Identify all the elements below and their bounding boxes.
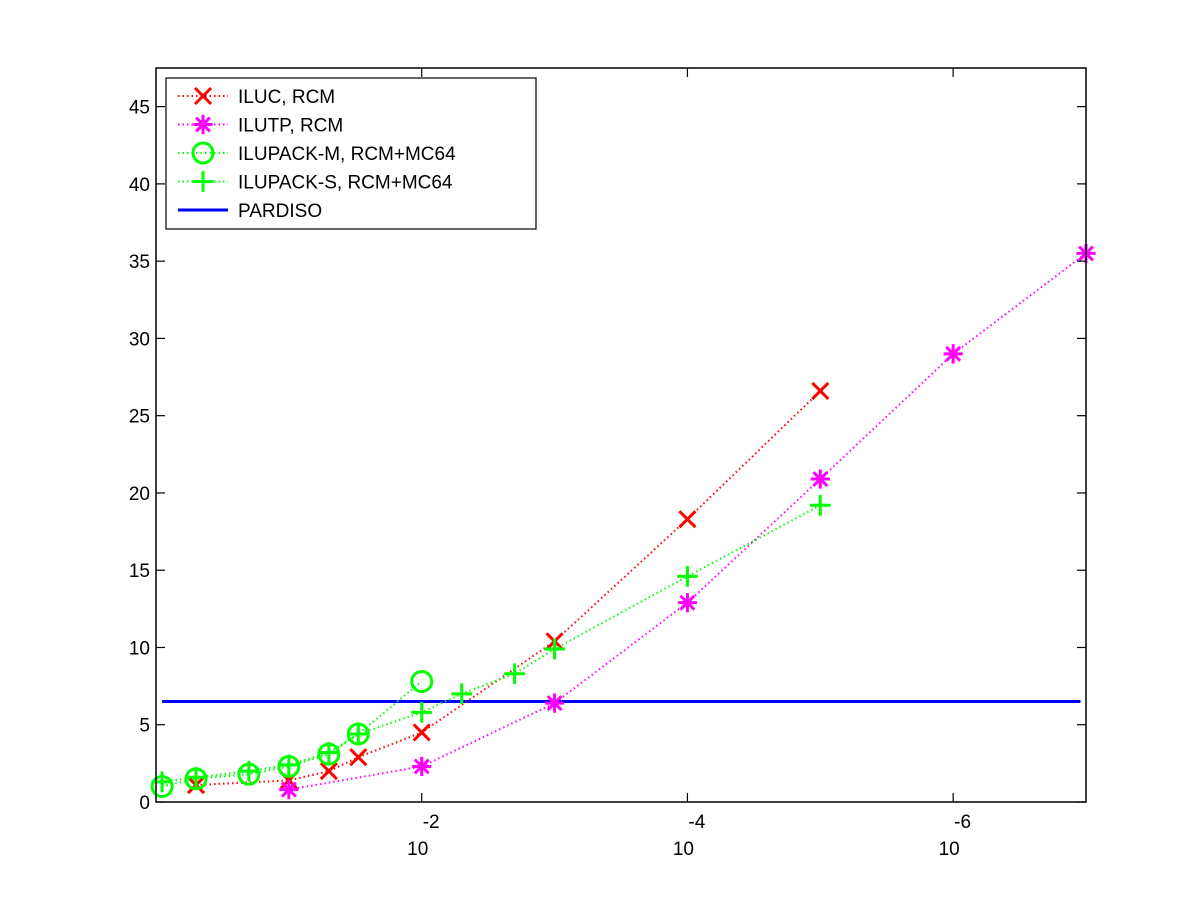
data-point (319, 762, 338, 781)
y-tick-label: 15 (129, 561, 150, 582)
data-point (811, 381, 830, 401)
y-tick-label: 20 (129, 484, 150, 505)
ticks-layer: 0 5 10 15 20 25 30 35 40 45 10 -2 10 -4 10 -6 (129, 68, 1086, 860)
legend-label: ILUPACK-S, RCM+MC64 (238, 173, 453, 194)
series-4 (151, 494, 831, 793)
y-tick-label: 25 (129, 407, 150, 428)
data-point (151, 771, 173, 793)
y-tick-label: 5 (139, 716, 150, 737)
data-point (504, 663, 525, 685)
data-point (544, 693, 565, 713)
legend-label: ILUTP, RCM (238, 116, 343, 137)
data-point (349, 748, 368, 767)
legend-swatch-marker (192, 171, 214, 192)
legend: ILUC, RCM ILUTP, RCM ILUPACK-M, RCM+MC64 IL… (165, 77, 537, 230)
data-point (238, 760, 260, 782)
series-line (195, 390, 821, 786)
legend-swatch-marker (191, 141, 215, 165)
legend-entry: ILUTP, RCM (178, 114, 343, 137)
data-point (412, 756, 432, 777)
data-point (412, 723, 431, 742)
y-tick-label: 10 (129, 638, 150, 659)
y-tick-label: 0 (139, 793, 150, 814)
data-point (809, 494, 831, 516)
y-tick-label: 40 (129, 175, 150, 196)
x-tick-label-exponent: -4 (688, 812, 705, 833)
legend-swatch-marker (193, 114, 213, 135)
plot-frame (155, 67, 1087, 803)
data-point (678, 510, 697, 529)
series-1 (186, 381, 830, 795)
data-point (279, 780, 299, 800)
legend-entry: PARDISO (178, 201, 322, 222)
y-tick-label: 30 (129, 329, 150, 350)
y-tick-label: 35 (129, 252, 150, 273)
data-point (411, 701, 433, 723)
data-point (318, 742, 340, 763)
data-point (278, 754, 300, 776)
legend-entry: ILUPACK-M, RCM+MC64 (178, 141, 456, 165)
legend-label: ILUPACK-M, RCM+MC64 (238, 144, 456, 165)
data-point (185, 766, 207, 788)
legend-entry: ILUPACK-S, RCM+MC64 (178, 171, 453, 194)
data-point (810, 469, 830, 489)
x-tick-label-base: 10 (407, 839, 428, 860)
x-tick-label-base: 10 (939, 839, 960, 860)
legend-swatch-marker (193, 86, 213, 106)
data-point (677, 593, 698, 613)
data-point (943, 344, 963, 364)
data-point (451, 683, 473, 705)
x-tick-label-exponent: -2 (423, 812, 440, 833)
legend-label: PARDISO (238, 201, 322, 222)
x-tick-label-exponent: -6 (954, 812, 971, 833)
data-layer (150, 243, 1096, 800)
data-point (677, 565, 698, 587)
data-point (544, 638, 565, 660)
x-tick-label-base: 10 (673, 839, 694, 860)
legend-entry: ILUC, RCM (178, 86, 335, 108)
y-tick-label: 45 (129, 98, 150, 119)
data-point (410, 669, 434, 693)
data-point (347, 723, 369, 745)
legend-label: ILUC, RCM (238, 87, 335, 108)
